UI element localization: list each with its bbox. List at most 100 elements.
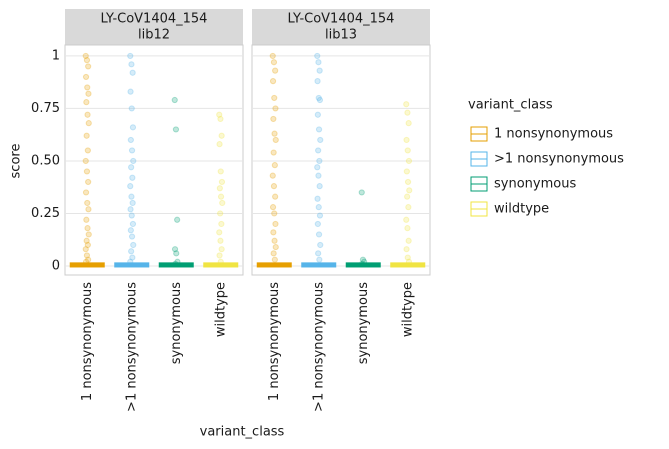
y-tick-label: 1 bbox=[52, 48, 60, 63]
point bbox=[129, 124, 137, 131]
point bbox=[315, 172, 322, 179]
point bbox=[85, 90, 92, 97]
point bbox=[403, 216, 410, 223]
point bbox=[217, 210, 224, 217]
point bbox=[272, 243, 279, 251]
point bbox=[405, 204, 412, 211]
point bbox=[270, 59, 278, 66]
point bbox=[404, 147, 411, 154]
strip bbox=[252, 9, 430, 45]
x-tick-label: 1 nonsynonymous bbox=[80, 282, 95, 401]
point bbox=[216, 185, 223, 192]
point bbox=[85, 206, 92, 213]
point bbox=[83, 237, 90, 244]
point bbox=[174, 216, 181, 223]
point bbox=[403, 101, 410, 108]
point bbox=[129, 199, 136, 207]
point bbox=[403, 168, 410, 175]
point bbox=[316, 157, 323, 165]
point bbox=[271, 256, 278, 263]
legend-label: wildtype bbox=[494, 202, 549, 217]
point bbox=[85, 231, 92, 238]
strip-subtitle: lib13 bbox=[325, 28, 357, 43]
x-tick-label: wildtype bbox=[400, 282, 415, 337]
point bbox=[218, 132, 225, 139]
point bbox=[84, 111, 91, 118]
point bbox=[314, 52, 321, 60]
point bbox=[404, 193, 411, 200]
point bbox=[127, 88, 134, 95]
point bbox=[314, 111, 321, 118]
legend-label: >1 nonsynonymous bbox=[494, 152, 624, 167]
x-tick-label: wildtype bbox=[213, 282, 228, 337]
point bbox=[128, 147, 136, 154]
point bbox=[83, 99, 90, 106]
point bbox=[83, 168, 91, 175]
point bbox=[315, 250, 322, 257]
point bbox=[405, 157, 413, 165]
point bbox=[270, 115, 277, 123]
point bbox=[171, 246, 179, 253]
y-tick-label: 0.25 bbox=[31, 206, 60, 221]
point bbox=[218, 220, 225, 228]
point bbox=[272, 136, 279, 144]
point bbox=[127, 206, 134, 213]
point bbox=[84, 225, 91, 232]
point bbox=[130, 157, 137, 165]
point bbox=[269, 172, 276, 179]
point bbox=[85, 120, 92, 127]
point bbox=[83, 57, 91, 64]
point bbox=[128, 105, 135, 112]
point bbox=[127, 136, 134, 144]
point bbox=[404, 109, 411, 116]
point bbox=[272, 67, 279, 74]
point bbox=[315, 204, 322, 211]
panel bbox=[251, 44, 431, 276]
point bbox=[171, 96, 178, 104]
point bbox=[129, 220, 137, 228]
point bbox=[315, 147, 322, 154]
point bbox=[314, 78, 321, 85]
point bbox=[216, 229, 223, 236]
point bbox=[85, 256, 92, 263]
point bbox=[128, 233, 136, 240]
legend-title: variant_class bbox=[468, 98, 553, 113]
point bbox=[316, 256, 323, 263]
point bbox=[128, 212, 135, 219]
point bbox=[83, 216, 90, 223]
point bbox=[272, 220, 279, 228]
panel bbox=[64, 44, 244, 276]
point bbox=[216, 252, 223, 259]
x-tick-label: 1 nonsynonymous bbox=[267, 282, 282, 401]
point bbox=[82, 73, 90, 81]
point bbox=[82, 52, 89, 60]
point bbox=[217, 237, 224, 244]
point bbox=[217, 193, 225, 200]
point bbox=[269, 204, 277, 211]
point bbox=[129, 69, 136, 76]
point bbox=[317, 136, 324, 144]
point bbox=[130, 241, 137, 249]
point bbox=[128, 61, 135, 68]
y-tick-label: 0.75 bbox=[31, 101, 60, 116]
point bbox=[127, 227, 134, 234]
x-tick-label: synonymous bbox=[169, 282, 184, 364]
point bbox=[270, 149, 277, 156]
point bbox=[269, 78, 277, 85]
point bbox=[85, 178, 92, 186]
point bbox=[315, 231, 323, 238]
point bbox=[403, 136, 410, 144]
point bbox=[271, 237, 278, 244]
x-axis-label: variant_class bbox=[200, 425, 285, 440]
point bbox=[272, 105, 279, 112]
point bbox=[270, 229, 277, 236]
strip-title: LY-CoV1404_154 bbox=[101, 12, 208, 27]
point bbox=[270, 183, 278, 190]
point bbox=[317, 241, 324, 249]
point bbox=[404, 178, 412, 186]
point bbox=[271, 94, 278, 102]
point bbox=[82, 246, 89, 253]
y-tick-label: 0 bbox=[52, 258, 60, 273]
strip bbox=[65, 9, 243, 45]
